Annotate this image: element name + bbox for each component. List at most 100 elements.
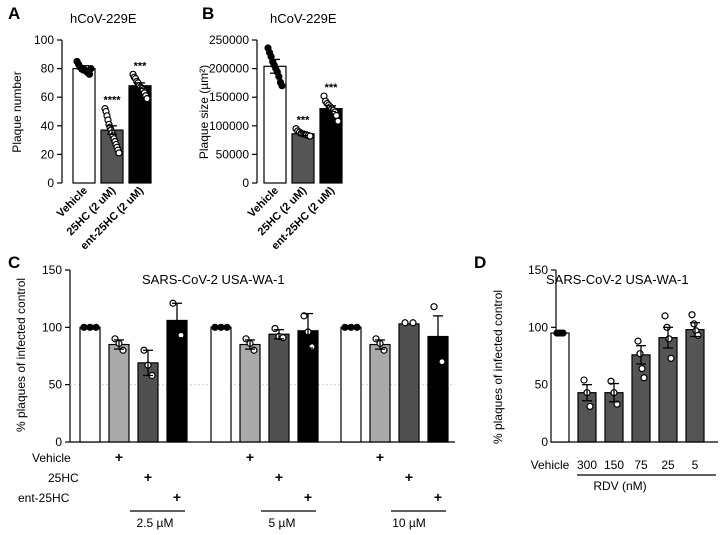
panel-c-point [401,319,409,327]
panel-d-point [636,350,644,358]
panel-a-ylabel: Plaque number [10,71,24,152]
panel-c-point [341,323,349,331]
panel-d-title: SARS-CoV-2 USA-WA-1 [546,272,689,287]
panel-c-treatment-marker: + [376,449,384,465]
panel-a-significance: **** [103,95,121,107]
panel-d-point [688,311,696,319]
panel-a-ytick-label: 100 [34,33,54,47]
row-label-25hc: 25HC [48,471,79,485]
panel-d-bar [685,329,705,443]
panel-d-label: D [474,253,486,272]
panel-c-bar [268,333,290,443]
panel-a-point [85,70,94,78]
group-label-10: 10 µM [392,516,426,530]
panel-c-point [308,343,316,351]
group-label-5: 5 µM [269,516,296,530]
panel-c-point [353,323,361,331]
panel-d-point [634,337,642,345]
panel-b-point [334,117,342,125]
panel-a-label: A [8,4,20,23]
panel-c-point [279,334,287,342]
panel-b-ytick-label: 50000 [216,147,250,161]
panel-d-xtick-label: 75 [634,458,648,472]
panel-b-ytick-label: 100000 [209,119,249,133]
panel-a-ytick-label: 0 [47,176,54,190]
panel-c-bar [210,326,232,443]
panel-d-point [580,376,588,384]
panel-c-point [347,323,355,331]
panel-c-bar [398,323,420,443]
panel-c-point [119,346,127,354]
panel-a-ytick-label: 40 [41,119,55,133]
panel-b-significance: *** [297,115,311,127]
panel-c-point [250,346,258,354]
panel-c-point [177,331,185,339]
panel-c-ytick-label: 150 [42,263,62,277]
panel-c-point [86,323,94,331]
panel-d-point [613,400,621,408]
panel-b-bar [291,133,315,184]
panel-a-ytick-label: 80 [41,62,55,76]
panel-b-ytick-label: 250000 [209,33,249,47]
panel-d-ytick-label: 150 [528,263,548,277]
panel-b-ytick-label: 0 [242,176,249,190]
panel-d-point [665,335,673,343]
panel-c-treatment-marker: + [173,489,181,505]
panel-d-point [586,402,594,411]
panel-d-point [661,312,669,320]
panel-d-point [667,354,675,362]
panel-c-point [380,346,388,354]
panel-c-label: C [8,253,20,272]
panel-a-significance: *** [134,60,148,72]
panel-a-point [143,95,151,103]
panel-d-bar [658,337,678,443]
panel-d-point [694,331,702,339]
panel-c-point [409,319,417,327]
panel-b-title: hCoV-229E [270,11,337,26]
panel-a-point [87,64,95,73]
panel-c-bar [340,326,362,443]
panel-d-ytick-label: 100 [528,320,548,334]
panel-c-point [223,323,231,331]
panel-c-ytick-label: 0 [55,435,62,449]
row-label-ent-25hc: ent-25HC [18,491,70,505]
panel-c-treatment-marker: + [304,489,312,505]
panel-d-xtick-label: 150 [604,458,624,472]
panel-a-bar [72,67,96,184]
row-label-vehicle: Vehicle [32,451,71,465]
panel-c-treatment-marker: + [144,469,152,485]
panel-c-bar [79,326,101,443]
panel-d-ytick-label: 0 [541,435,548,449]
panel-d-xtick-label: 25 [661,458,675,472]
panel-d-bar [550,332,570,443]
panel-d-xtick-label: 5 [692,458,699,472]
rdv-group-label: RDV (nM) [593,479,646,493]
panel-b-ytick-label: 200000 [209,62,249,76]
panel-d-xtick-label: 300 [577,458,597,472]
panel-c-title: SARS-CoV-2 USA-WA-1 [142,272,285,287]
panel-a-ytick-label: 60 [41,90,55,104]
panel-d-ylabel: % plaques of infected control [491,290,505,444]
panel-c-treatment-marker: + [275,469,283,485]
panel-c-point [438,358,446,366]
panel-c-point [430,303,438,311]
panel-c-bar [239,343,261,443]
group-label-2-5: 2.5 µM [137,516,174,530]
panel-b-significance: *** [325,82,339,94]
panel-c-point [217,323,225,331]
panel-b-ylabel: Plaque size (µm²) [197,65,211,159]
panel-a-point [115,149,123,157]
panel-c-treatment-marker: + [246,449,254,465]
panel-c-point [80,323,88,331]
panel-d-xtick-label: Vehicle [531,458,570,472]
panel-b-ytick-label: 150000 [209,90,249,104]
panel-b-point [275,73,283,81]
panel-c-treatment-marker: + [115,449,123,465]
panel-c-ytick-label: 100 [42,320,62,334]
panel-a-ytick-label: 20 [41,147,55,161]
panel-d-point [638,365,646,373]
panel-c-ytick-label: 50 [49,378,63,392]
panel-c-point [92,323,100,331]
panel-d-point [690,320,698,328]
